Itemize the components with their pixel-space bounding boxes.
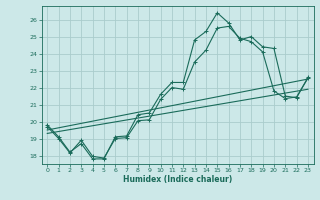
X-axis label: Humidex (Indice chaleur): Humidex (Indice chaleur)	[123, 175, 232, 184]
